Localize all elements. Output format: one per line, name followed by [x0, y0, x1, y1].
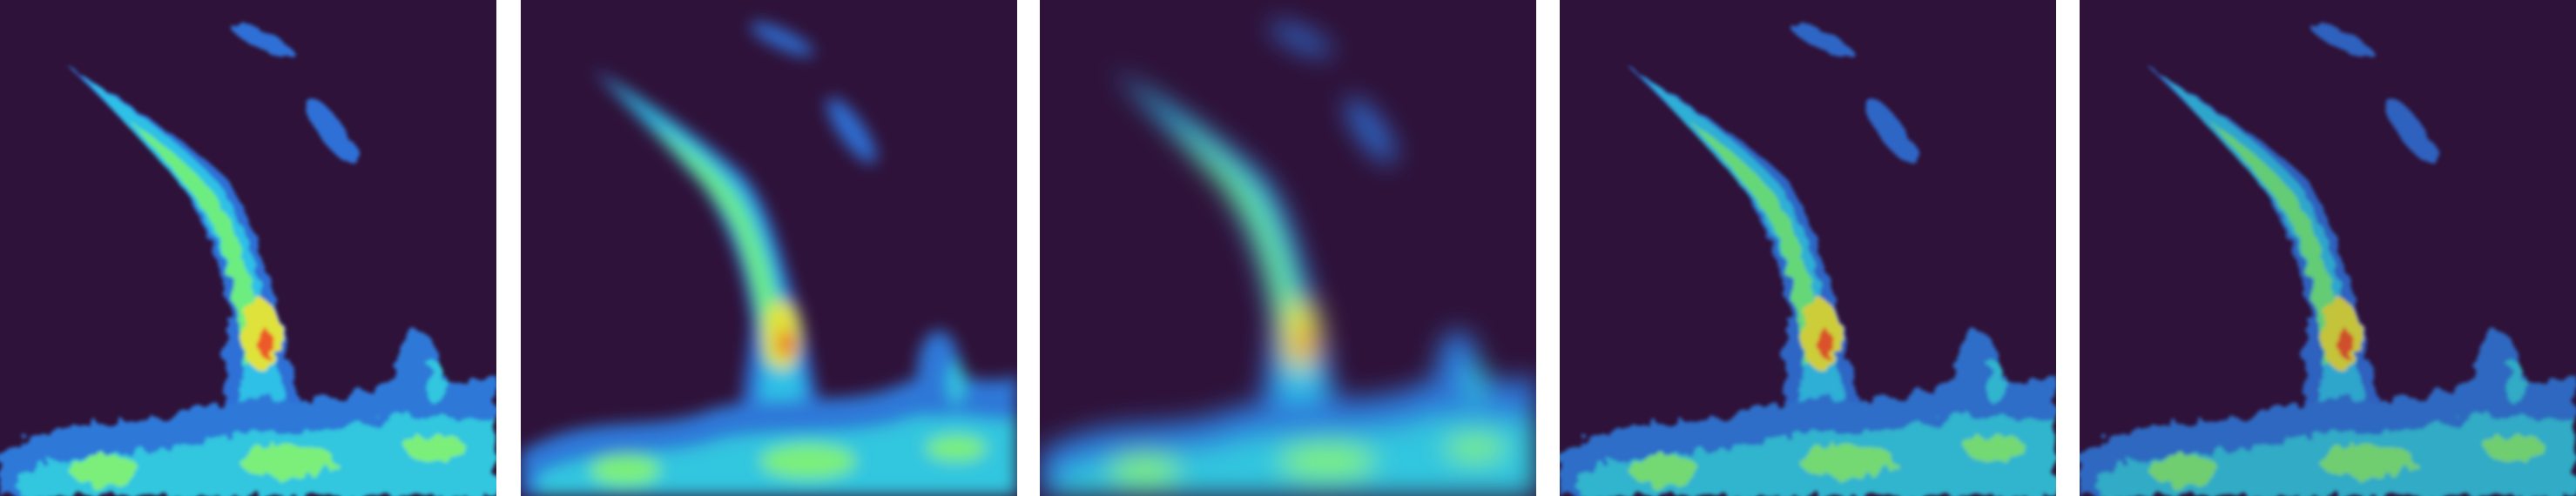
- heatmap-panel: [2080, 0, 2576, 496]
- plume: [1040, 17, 1536, 496]
- heatmap-panel: [1560, 0, 2056, 496]
- plume: [0, 17, 496, 496]
- plume: [1560, 17, 2056, 496]
- heatmap-panel: [0, 0, 496, 496]
- heatmap-panel: [521, 0, 1017, 496]
- plume: [2080, 17, 2576, 496]
- plume: [521, 17, 1017, 496]
- heatmap-panel: [1040, 0, 1536, 496]
